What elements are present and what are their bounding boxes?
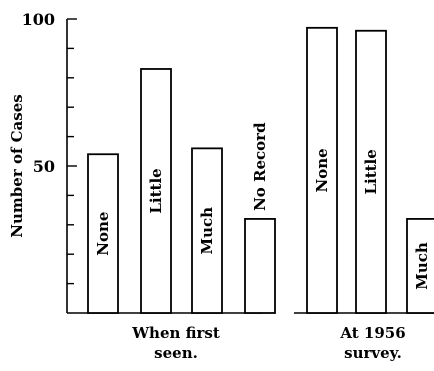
bar-2-much [406, 218, 434, 314]
group-label-1-line-2: seen. [154, 344, 198, 362]
group-labels: When first seen. At 1956 survey. [131, 324, 405, 362]
bar-label-2-none: None [313, 148, 331, 192]
bar-label-1-none: None [94, 212, 112, 256]
group-label-1-line-1: When first [131, 324, 220, 342]
bar-1-none [87, 153, 119, 314]
bar-1-no-record [244, 218, 276, 314]
y-ticks: 100 50 [22, 10, 77, 285]
y-tick-label: 100 [22, 10, 55, 29]
bars [87, 26, 434, 314]
y-axis-title: Number of Cases [8, 94, 26, 237]
bar-1-little [140, 68, 172, 314]
bar-label-1-much: Much [198, 207, 216, 255]
bar-labels: None Little Much No Record None Little Much [94, 122, 431, 290]
bar-label-1-little: Little [147, 168, 165, 213]
group-label-2-line-1: At 1956 [339, 324, 405, 342]
bar-1-much [191, 147, 223, 314]
bar-label-2-little: Little [362, 149, 380, 194]
bar-label-1-no-record: No Record [251, 122, 269, 211]
group-label-2-line-2: survey. [344, 344, 402, 362]
y-tick-label: 50 [33, 157, 55, 176]
bar-2-little [355, 29, 387, 314]
bar-2-none [306, 26, 338, 314]
bar-label-2-much: Much [413, 242, 431, 290]
